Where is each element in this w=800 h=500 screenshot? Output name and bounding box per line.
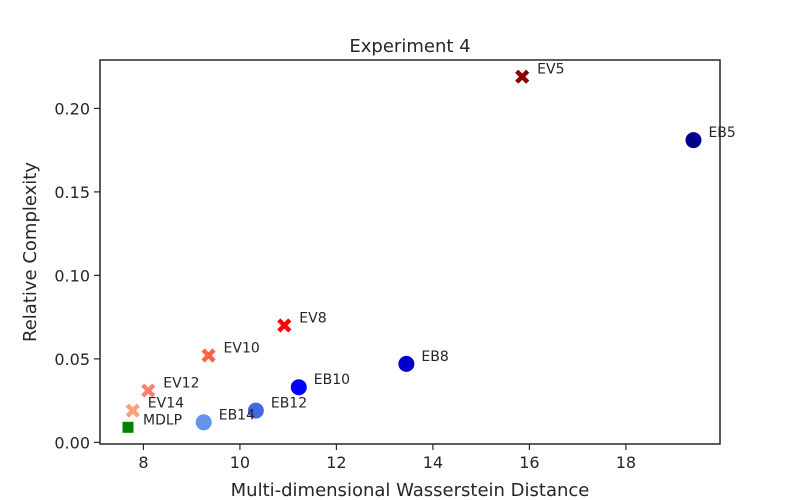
y-tick-label: 0.15 — [54, 183, 90, 202]
point-label-mdlp: MDLP — [143, 412, 182, 428]
x-tick-label: 14 — [423, 453, 443, 472]
y-tick-label: 0.10 — [54, 266, 90, 285]
point-label-eb8: EB8 — [421, 349, 448, 365]
chart-title: Experiment 4 — [349, 36, 470, 57]
point-label-ev10: EV10 — [224, 341, 260, 357]
point-ev14 — [125, 403, 140, 418]
point-ev5 — [515, 69, 530, 84]
point-ev12 — [141, 383, 156, 398]
y-axis-label: Relative Complexity — [20, 162, 41, 342]
point-eb14 — [195, 414, 212, 431]
point-eb10 — [290, 379, 307, 396]
y-tick-label: 0.00 — [54, 433, 90, 452]
point-eb12 — [247, 402, 264, 419]
x-axis-ticks: 8 10 12 14 16 18 — [138, 444, 636, 472]
point-label-ev14: EV14 — [148, 396, 184, 412]
point-label-ev12: EV12 — [163, 376, 199, 392]
point-ev8 — [277, 318, 292, 333]
y-axis-ticks: 0.00 0.05 0.10 0.15 0.20 — [54, 99, 100, 452]
point-ev10 — [201, 348, 216, 363]
x-tick-label: 18 — [616, 453, 636, 472]
point-mdlp — [122, 421, 134, 433]
y-tick-label: 0.20 — [54, 99, 90, 118]
y-tick-label: 0.05 — [54, 350, 90, 369]
x-tick-label: 10 — [230, 453, 250, 472]
x-tick-label: 16 — [519, 453, 539, 472]
x-axis-label: Multi-dimensional Wasserstein Distance — [231, 480, 590, 500]
point-label-eb10: EB10 — [314, 372, 350, 388]
point-eb8 — [398, 355, 415, 372]
data-points: EV5 EB5 EV8 EB8 EV10 EB10 EV12 EB12 EV14 EB14 MDLP — [122, 62, 736, 433]
point-label-ev8: EV8 — [299, 310, 326, 326]
point-label-eb14: EB14 — [219, 407, 255, 423]
x-tick-label: 8 — [138, 453, 148, 472]
x-tick-label: 12 — [326, 453, 346, 472]
point-label-eb5: EB5 — [708, 125, 735, 141]
point-label-eb12: EB12 — [271, 396, 307, 412]
plot-frame — [99, 59, 721, 445]
point-eb5 — [685, 132, 702, 149]
point-label-ev5: EV5 — [537, 62, 564, 78]
